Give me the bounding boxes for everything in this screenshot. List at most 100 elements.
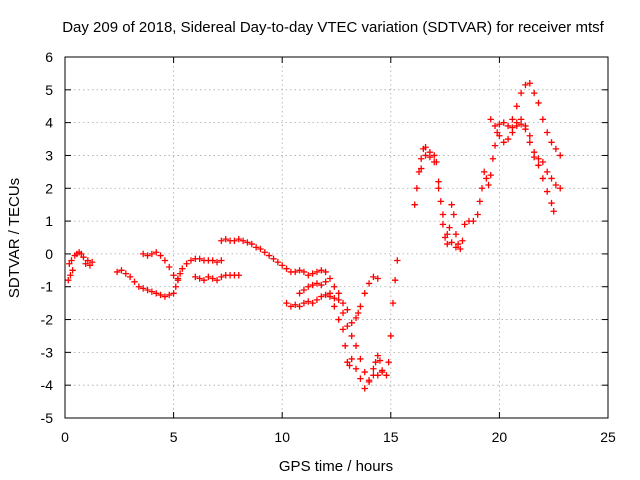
data-point: [305, 298, 312, 305]
data-point: [543, 168, 551, 176]
data-point: [552, 145, 560, 153]
data-point: [292, 301, 299, 308]
data-point: [82, 260, 89, 267]
data-point: [292, 268, 299, 276]
data-point: [86, 262, 94, 269]
data-point: [344, 359, 351, 366]
data-point: [69, 267, 76, 274]
data-point: [209, 257, 216, 264]
tick-labels: 0 5 10 15 20 25 -5 -4 -3 -2 -1 0 1 2 3 4 5 6: [41, 49, 616, 445]
data-point: [439, 221, 447, 228]
data-point: [422, 144, 429, 151]
data-point: [543, 129, 551, 136]
data-point: [441, 234, 449, 241]
data-point: [535, 99, 542, 107]
data-point: [435, 185, 442, 192]
grid: [65, 57, 608, 418]
data-point: [348, 332, 355, 340]
data-point: [231, 237, 238, 244]
data-point: [370, 365, 377, 372]
data-point: [391, 276, 399, 284]
data-point: [313, 280, 321, 287]
data-point: [335, 316, 342, 323]
data-point: [452, 231, 460, 238]
data-point: [318, 267, 325, 274]
y-tick-label: 3: [45, 147, 53, 163]
y-axis-label: SDTVAR / TECUs: [6, 178, 23, 298]
data-point: [279, 262, 286, 269]
y-tick-label: 1: [45, 213, 53, 229]
data-point: [344, 306, 351, 313]
data-point: [270, 255, 277, 263]
data-point: [474, 211, 481, 218]
data-point: [113, 268, 121, 276]
data-point: [135, 283, 143, 290]
data-point: [489, 155, 497, 162]
data-point: [318, 281, 325, 289]
data-point: [365, 280, 373, 287]
data-point: [144, 286, 151, 294]
data-point: [257, 245, 264, 253]
data-point: [183, 260, 190, 267]
data-point: [448, 201, 455, 208]
data-point: [526, 132, 534, 139]
y-tick-label: 4: [45, 115, 53, 131]
data-point: [283, 299, 290, 307]
data-point: [539, 158, 547, 166]
data-point: [431, 158, 438, 166]
data-point: [235, 272, 242, 279]
data-point: [339, 326, 347, 333]
data-point: [200, 276, 208, 284]
data-point: [461, 221, 468, 228]
y-tick-label: 2: [45, 180, 53, 196]
x-tick-label: 5: [170, 429, 178, 445]
data-point: [509, 129, 516, 136]
data-point: [309, 281, 316, 289]
data-point: [222, 235, 229, 243]
data-point: [348, 319, 355, 327]
data-point: [322, 268, 329, 276]
data-point: [517, 89, 525, 97]
data-point: [557, 152, 564, 159]
x-tick-label: 0: [61, 429, 69, 445]
data-point: [88, 258, 96, 266]
data-point: [296, 303, 303, 310]
data-point: [494, 129, 501, 136]
data-point: [522, 81, 529, 89]
data-point: [439, 211, 447, 218]
data-point: [335, 296, 342, 304]
data-point: [213, 276, 221, 284]
data-point: [413, 185, 421, 192]
data-point: [513, 103, 520, 110]
data-point: [300, 268, 308, 276]
data-point: [139, 285, 147, 292]
data-point: [418, 165, 425, 172]
data-point: [305, 272, 312, 279]
data-point: [385, 359, 392, 366]
data-point: [535, 162, 542, 169]
data-point: [435, 178, 442, 185]
data-point: [331, 303, 338, 310]
data-point: [144, 252, 151, 259]
data-point: [483, 175, 490, 182]
data-point: [239, 237, 247, 244]
data-point: [509, 116, 516, 123]
data-point: [357, 355, 364, 363]
data-point: [496, 132, 503, 139]
data-point: [374, 352, 381, 359]
data-point: [530, 89, 538, 97]
data-point: [67, 272, 74, 279]
data-point: [415, 168, 423, 176]
data-point: [352, 342, 360, 349]
data-point: [326, 290, 334, 297]
data-point: [187, 257, 195, 264]
data-point: [322, 278, 329, 286]
data-point: [296, 290, 303, 297]
data-point: [170, 272, 177, 279]
data-point: [218, 257, 225, 264]
data-point: [265, 252, 273, 259]
data-point: [313, 296, 321, 304]
data-point: [122, 270, 130, 277]
data-point: [454, 240, 462, 248]
data-point: [65, 276, 72, 284]
